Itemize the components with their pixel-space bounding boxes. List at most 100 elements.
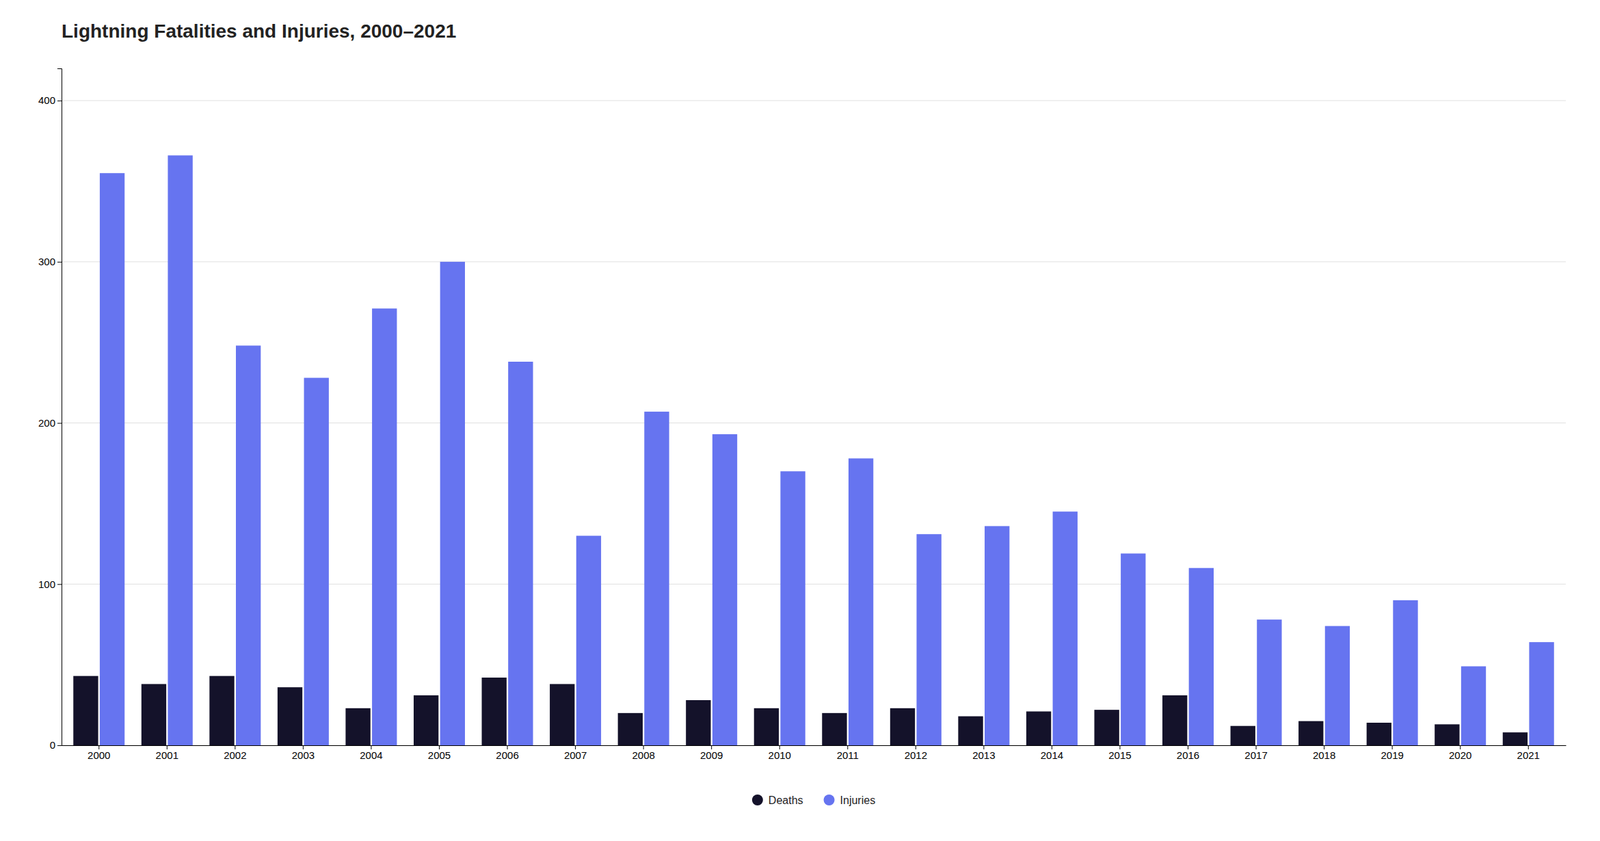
bar [440, 261, 465, 746]
bar [1461, 666, 1486, 746]
bar [754, 708, 779, 746]
y-tick-label: 400 [38, 94, 56, 106]
bar [848, 458, 874, 746]
bar [821, 713, 847, 746]
x-tick: 2000 [87, 745, 111, 762]
x-tick-label: 2006 [495, 749, 519, 762]
bar [1392, 600, 1418, 746]
bar [1094, 709, 1119, 746]
x-tick: 2015 [1108, 745, 1131, 762]
bar [957, 716, 983, 746]
x-tick-label: 2005 [428, 749, 451, 762]
bar [1256, 619, 1282, 746]
bar [549, 683, 575, 746]
y-tick: 0 [49, 739, 62, 751]
y-tick-label: 300 [38, 255, 56, 268]
chart: 2000200120022003200420052006200720082009… [0, 0, 1600, 841]
bar [277, 687, 303, 746]
x-tick-label: 2014 [1040, 749, 1064, 762]
x-tick: 2017 [1244, 745, 1268, 762]
x-tick-label: 2000 [87, 749, 111, 762]
x-tick-label: 2013 [972, 749, 995, 762]
grid-line [61, 422, 1566, 424]
bar [1120, 553, 1146, 746]
bar [712, 434, 738, 746]
x-tick: 2014 [1040, 745, 1064, 762]
x-tick: 2019 [1380, 745, 1404, 762]
bar [916, 534, 941, 746]
bar [167, 155, 193, 746]
y-tick-label: 100 [38, 578, 56, 591]
bar [371, 308, 397, 746]
y-tick: 300 [38, 255, 62, 268]
x-tick-label: 2012 [904, 749, 928, 762]
bar [618, 713, 643, 746]
bar-series [99, 155, 1555, 746]
legend-swatch [752, 794, 764, 806]
x-tick: 2007 [564, 745, 587, 762]
y-tick: 100 [38, 578, 62, 591]
x-tick: 2002 [223, 745, 247, 762]
x-tick-label: 2004 [359, 749, 383, 762]
bar [1230, 726, 1256, 746]
bar [1366, 722, 1392, 746]
x-tick-label: 2016 [1176, 749, 1200, 762]
bar [1502, 732, 1528, 746]
x-tick-label: 2015 [1108, 749, 1131, 762]
x-tick: 2011 [836, 745, 859, 762]
legend-swatch [823, 794, 835, 806]
x-tick: 2006 [495, 745, 519, 762]
grid-line [61, 583, 1566, 585]
bar [73, 676, 98, 746]
x-tick-label: 2007 [564, 749, 587, 762]
bar [1162, 695, 1188, 746]
bar [482, 677, 507, 746]
bar [1528, 642, 1554, 746]
legend-item: Deaths [752, 794, 804, 807]
bar [1434, 724, 1460, 746]
bar [890, 708, 915, 746]
y-tick-mark [57, 261, 62, 263]
x-axis: 2000200120022003200420052006200720082009… [62, 745, 1567, 762]
x-tick: 2008 [631, 745, 655, 762]
bar [99, 172, 125, 746]
bar [1189, 568, 1214, 746]
grid-line [61, 261, 1566, 262]
bar [141, 683, 167, 746]
legend-item: Injuries [823, 794, 876, 807]
x-tick-label: 2018 [1312, 749, 1336, 762]
grid-line [61, 100, 1566, 102]
legend-label: Deaths [768, 794, 804, 807]
x-tick: 2003 [291, 745, 315, 762]
x-tick-label: 2017 [1244, 749, 1268, 762]
x-tick: 2010 [768, 745, 792, 762]
bar [235, 345, 261, 746]
x-tick-label: 2001 [155, 749, 179, 762]
y-tick-mark [57, 583, 62, 585]
bar [413, 695, 439, 746]
x-tick-label: 2011 [836, 749, 859, 762]
bar [644, 411, 669, 746]
legend-label: Injuries [840, 794, 876, 807]
bar [508, 361, 533, 746]
y-tick: 400 [38, 94, 62, 106]
y-tick: 200 [38, 417, 62, 429]
bar [984, 525, 1010, 746]
bars [73, 155, 1554, 746]
bar [780, 471, 805, 746]
x-tick: 2004 [359, 745, 383, 762]
x-tick: 2020 [1448, 745, 1472, 762]
x-tick-label: 2020 [1448, 749, 1472, 762]
x-axis-line [62, 745, 1567, 746]
y-tick-mark [57, 745, 62, 746]
y-axis: 0 100 200 300 400 [38, 69, 63, 752]
grid [61, 100, 1566, 746]
bar [1026, 711, 1051, 746]
x-tick-label: 2002 [223, 749, 247, 762]
y-tick-label: 200 [38, 417, 56, 429]
x-tick-label: 2010 [768, 749, 792, 762]
bar [304, 378, 329, 746]
y-tick-mark [57, 100, 62, 102]
x-tick: 2001 [155, 745, 179, 762]
y-tick-mark [57, 423, 62, 424]
